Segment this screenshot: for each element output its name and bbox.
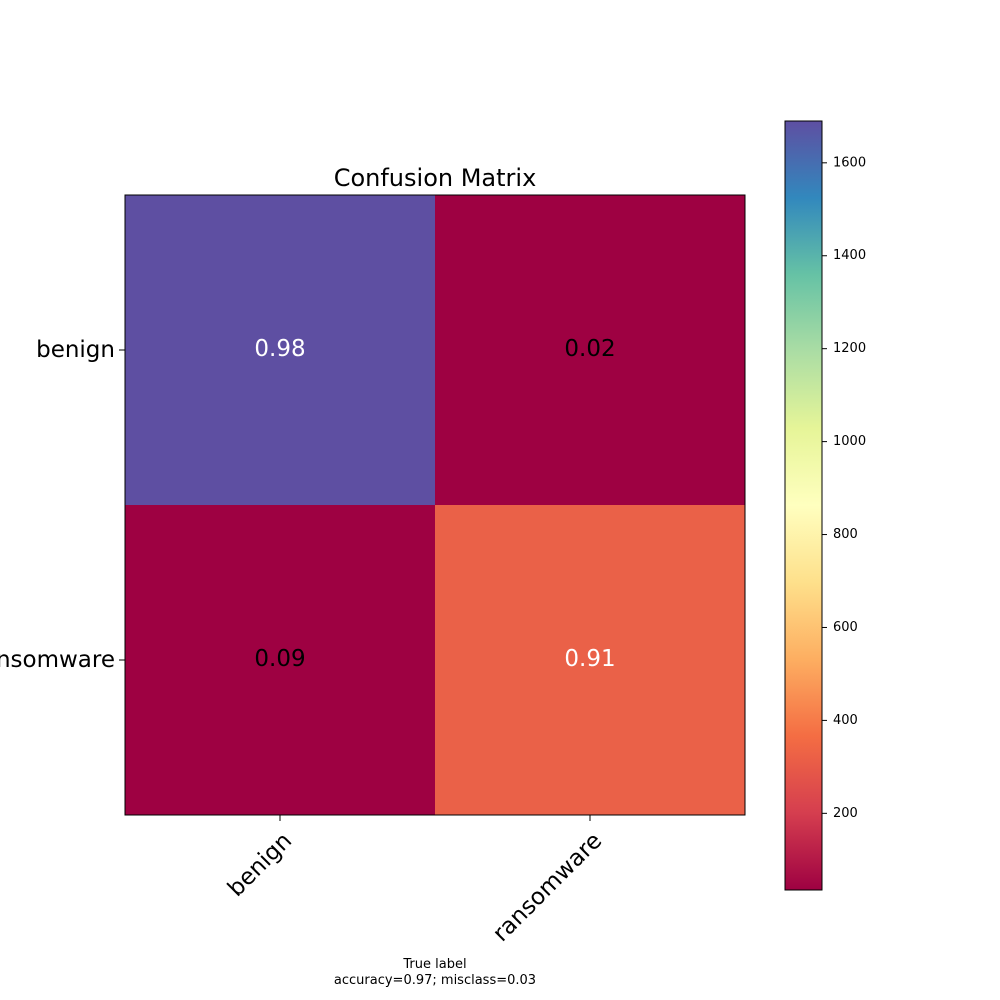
x-axis-label: True label accuracy=0.97; misclass=0.03 [334,957,536,988]
heatmap-cell [435,195,745,505]
colorbar-tick-label: 1200 [833,341,866,356]
colorbar-tick-label: 600 [833,620,858,635]
cell-value-label: 0.02 [564,336,615,362]
heatmap-cells [125,195,745,815]
colorbar-tick-label: 800 [833,527,858,542]
colorbar-gradient [784,120,823,891]
heatmap-cell [125,505,435,815]
colorbar-tick-label: 400 [833,713,858,728]
heatmap-cell [125,195,435,505]
x-tick-label: benign [223,828,297,902]
colorbar: 200 400 600 800 1000 1200 1400 1600 [784,120,866,891]
x-axis: benign ransomware [223,815,607,947]
plot-frame [124,194,746,816]
y-axis: benign ransomware [0,337,125,673]
x-tick-label: ransomware [488,828,607,947]
y-tick-label: benign [36,337,115,363]
colorbar-tick-label: 200 [833,806,858,821]
cell-value-label: 0.98 [254,336,305,362]
y-tick-label: ransomware [0,647,115,673]
colorbar-tick-label: 1000 [833,434,866,449]
cell-value-label: 0.91 [564,646,615,672]
heatmap-cell [435,505,745,815]
colorbar-tick-label: 1600 [833,155,866,170]
colorbar-tick-label: 1400 [833,248,866,263]
chart-title: Confusion Matrix [334,164,537,192]
cell-value-label: 0.09 [254,646,305,672]
heatmap-cell-labels: 0.98 0.02 0.09 0.91 [254,336,615,672]
